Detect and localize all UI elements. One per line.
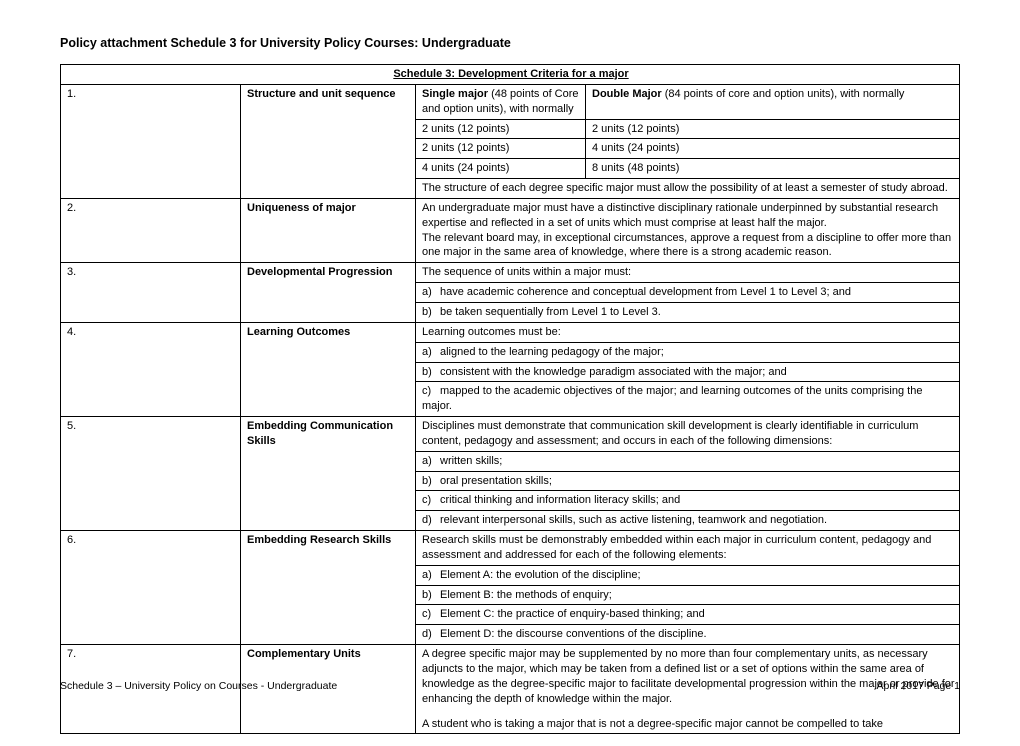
row-label: Embedding Research Skills — [241, 531, 416, 645]
document-page: Policy attachment Schedule 3 for Univers… — [0, 0, 1020, 746]
cell: a)aligned to the learning pedagogy of th… — [416, 342, 960, 362]
list-marker: a) — [422, 285, 440, 300]
cell: d)Element D: the discourse conventions o… — [416, 625, 960, 645]
text: Element A: the evolution of the discipli… — [440, 569, 641, 581]
text: oral presentation skills; — [440, 475, 552, 487]
cell: Learning outcomes must be: — [416, 322, 960, 342]
table-title: Schedule 3: Development Criteria for a m… — [61, 65, 960, 85]
text: The relevant board may, in exceptional c… — [422, 231, 955, 261]
cell: 8 units (48 points) — [586, 159, 960, 179]
cell: 2 units (12 points) — [416, 119, 586, 139]
list-marker: d) — [422, 627, 440, 642]
text: have academic coherence and conceptual d… — [440, 286, 851, 298]
text: Element B: the methods of enquiry; — [440, 589, 612, 601]
footer-left: Schedule 3 – University Policy on Course… — [60, 680, 337, 692]
list-marker: b) — [422, 588, 440, 603]
row-number: 1. — [61, 84, 241, 198]
cell: 2 units (12 points) — [586, 119, 960, 139]
table-row: 4. Learning Outcomes Learning outcomes m… — [61, 322, 960, 342]
list-marker: b) — [422, 305, 440, 320]
text: Element C: the practice of enquiry-based… — [440, 608, 705, 620]
page-heading: Policy attachment Schedule 3 for Univers… — [60, 36, 960, 50]
list-marker: a) — [422, 568, 440, 583]
cell: a)Element A: the evolution of the discip… — [416, 565, 960, 585]
row-label: Structure and unit sequence — [241, 84, 416, 198]
cell: b)consistent with the knowledge paradigm… — [416, 362, 960, 382]
row-label: Developmental Progression — [241, 263, 416, 323]
row-number: 2. — [61, 198, 241, 262]
text: A degree specific major may be supplemen… — [422, 647, 955, 706]
table-row: 1. Structure and unit sequence Single ma… — [61, 84, 960, 119]
cell: a)written skills; — [416, 451, 960, 471]
table-row: 5. Embedding Communication Skills Discip… — [61, 417, 960, 452]
list-marker: b) — [422, 365, 440, 380]
bold-text: Double Major — [592, 88, 662, 100]
cell: An undergraduate major must have a disti… — [416, 198, 960, 262]
cell: b)oral presentation skills; — [416, 471, 960, 491]
row-number: 6. — [61, 531, 241, 645]
page-footer: Schedule 3 – University Policy on Course… — [60, 680, 960, 692]
text: critical thinking and information litera… — [440, 494, 680, 506]
list-marker: c) — [422, 384, 440, 399]
cell: c)mapped to the academic objectives of t… — [416, 382, 960, 417]
cell: c)Element C: the practice of enquiry-bas… — [416, 605, 960, 625]
list-marker: c) — [422, 607, 440, 622]
table-row: 3. Developmental Progression The sequenc… — [61, 263, 960, 283]
cell: c)critical thinking and information lite… — [416, 491, 960, 511]
cell: 2 units (12 points) — [416, 139, 586, 159]
cell: a)have academic coherence and conceptual… — [416, 283, 960, 303]
row-label: Embedding Communication Skills — [241, 417, 416, 531]
list-marker: a) — [422, 454, 440, 469]
cell: d)relevant interpersonal skills, such as… — [416, 511, 960, 531]
row-label: Learning Outcomes — [241, 322, 416, 416]
row-number: 4. — [61, 322, 241, 416]
criteria-table: Schedule 3: Development Criteria for a m… — [60, 64, 960, 734]
text: be taken sequentially from Level 1 to Le… — [440, 306, 661, 318]
double-major-head: Double Major (84 points of core and opti… — [586, 84, 960, 119]
text: consistent with the knowledge paradigm a… — [440, 366, 787, 378]
text: relevant interpersonal skills, such as a… — [440, 514, 827, 526]
spacer — [422, 707, 955, 717]
table-row: 2. Uniqueness of major An undergraduate … — [61, 198, 960, 262]
text: mapped to the academic objectives of the… — [422, 385, 922, 412]
table-title-row: Schedule 3: Development Criteria for a m… — [61, 65, 960, 85]
text: aligned to the learning pedagogy of the … — [440, 346, 664, 358]
cell: 4 units (24 points) — [416, 159, 586, 179]
text: An undergraduate major must have a disti… — [422, 201, 955, 231]
row-label: Uniqueness of major — [241, 198, 416, 262]
row-number: 3. — [61, 263, 241, 323]
cell: The structure of each degree specific ma… — [416, 179, 960, 199]
list-marker: d) — [422, 513, 440, 528]
cell: Research skills must be demonstrably emb… — [416, 531, 960, 566]
text: (84 points of core and option units), wi… — [662, 88, 905, 100]
cell: Disciplines must demonstrate that commun… — [416, 417, 960, 452]
text: Element D: the discourse conventions of … — [440, 628, 707, 640]
bold-text: Single major — [422, 88, 488, 100]
text: A student who is taking a major that is … — [422, 717, 955, 732]
cell: b)be taken sequentially from Level 1 to … — [416, 302, 960, 322]
cell: 4 units (24 points) — [586, 139, 960, 159]
table-row: 6. Embedding Research Skills Research sk… — [61, 531, 960, 566]
list-marker: a) — [422, 345, 440, 360]
single-major-head: Single major (48 points of Core and opti… — [416, 84, 586, 119]
text: written skills; — [440, 455, 502, 467]
list-marker: c) — [422, 493, 440, 508]
cell: b)Element B: the methods of enquiry; — [416, 585, 960, 605]
list-marker: b) — [422, 474, 440, 489]
footer-right: April 2017 Page 1 — [877, 680, 960, 692]
cell: The sequence of units within a major mus… — [416, 263, 960, 283]
row-number: 5. — [61, 417, 241, 531]
